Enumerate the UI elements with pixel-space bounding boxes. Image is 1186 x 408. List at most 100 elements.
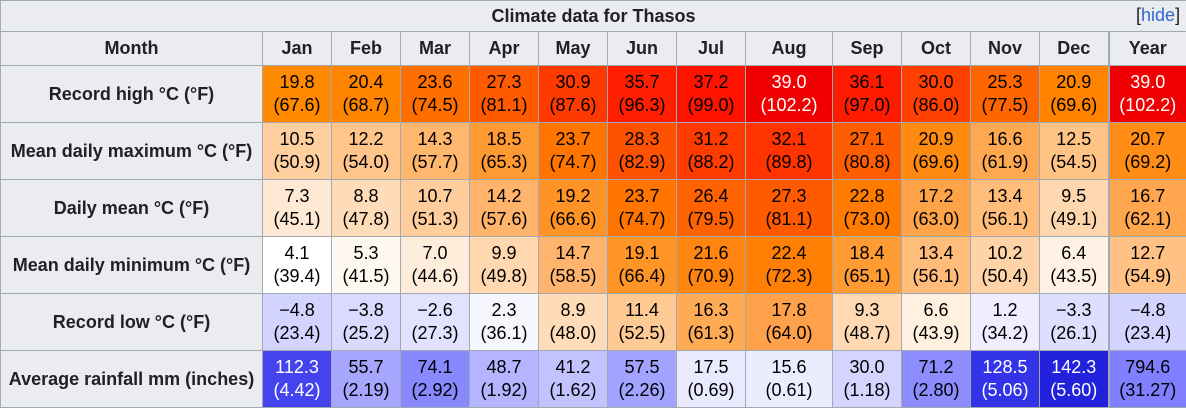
cell-value-celsius: 23.7 [539,128,607,151]
cell-value-celsius: 128.5 [971,356,1039,379]
cell-value-celsius: 16.7 [1110,185,1186,208]
cell-value-secondary: (43.5) [1040,265,1108,288]
cell-value-celsius: 27.1 [833,128,901,151]
cell-daily-mean-sep: 22.8(73.0) [833,180,902,237]
cell-average-rainfall-mar: 74.1(2.92) [401,351,470,408]
cell-value-celsius: 10.2 [971,242,1039,265]
cell-value-secondary: (74.5) [401,94,469,117]
cell-average-rainfall-apr: 48.7(1.92) [470,351,539,408]
row-label-daily-mean: Daily mean °C (°F) [1,180,263,237]
cell-value-celsius: 1.2 [971,299,1039,322]
cell-value-secondary: (1.92) [470,379,538,402]
cell-average-rainfall-aug: 15.6(0.61) [746,351,833,408]
cell-daily-mean-dec: 9.5(49.1) [1040,180,1109,237]
hide-link[interactable]: hide [1141,5,1175,25]
cell-value-celsius: 12.7 [1110,242,1186,265]
cell-value-celsius: 13.4 [902,242,970,265]
cell-mean-daily-min-apr: 9.9(49.8) [470,237,539,294]
cell-mean-daily-max-feb: 12.2(54.0) [332,123,401,180]
cell-value-celsius: 28.3 [608,128,676,151]
cell-value-celsius: 10.7 [401,185,469,208]
cell-value-secondary: (61.9) [971,151,1039,174]
cell-value-celsius: 794.6 [1110,356,1186,379]
cell-value-celsius: 16.3 [677,299,745,322]
cell-value-secondary: (34.2) [971,322,1039,345]
cell-record-high-may: 30.9(87.6) [539,66,608,123]
cell-daily-mean-year: 16.7(62.1) [1109,180,1186,237]
cell-value-celsius: −2.6 [401,299,469,322]
cell-value-celsius: 6.4 [1040,242,1108,265]
cell-record-low-sep: 9.3(48.7) [833,294,902,351]
cell-mean-daily-min-oct: 13.4(56.1) [902,237,971,294]
cell-value-celsius: 12.5 [1040,128,1108,151]
cell-record-high-apr: 27.3(81.1) [470,66,539,123]
cell-mean-daily-max-nov: 16.6(61.9) [971,123,1040,180]
cell-value-secondary: (1.18) [833,379,901,402]
cell-average-rainfall-nov: 128.5(5.06) [971,351,1040,408]
cell-average-rainfall-year: 794.6(31.27) [1109,351,1186,408]
cell-record-low-feb: −3.8(25.2) [332,294,401,351]
header-jun: Jun [608,32,677,66]
cell-value-celsius: 71.2 [902,356,970,379]
cell-value-secondary: (0.61) [746,379,832,402]
cell-value-celsius: 36.1 [833,71,901,94]
table-row-record-low: Record low °C (°F)−4.8(23.4)−3.8(25.2)−2… [1,294,1186,351]
cell-record-low-aug: 17.8(64.0) [746,294,833,351]
cell-mean-daily-min-year: 12.7(54.9) [1109,237,1186,294]
cell-average-rainfall-oct: 71.2(2.80) [902,351,971,408]
caption-row: Climate data for Thasos [hide] [1,1,1186,32]
header-jul: Jul [677,32,746,66]
cell-value-celsius: 23.7 [608,185,676,208]
cell-value-secondary: (67.6) [263,94,331,117]
cell-value-celsius: 55.7 [332,356,400,379]
cell-value-secondary: (54.0) [332,151,400,174]
cell-average-rainfall-jul: 17.5(0.69) [677,351,746,408]
cell-value-celsius: 48.7 [470,356,538,379]
table-body: Record high °C (°F)19.8(67.6)20.4(68.7)2… [1,66,1186,408]
cell-value-celsius: 4.1 [263,242,331,265]
cell-average-rainfall-jun: 57.5(2.26) [608,351,677,408]
hide-toggle[interactable]: [hide] [1136,4,1180,27]
cell-value-celsius: 31.2 [677,128,745,151]
cell-value-celsius: −3.8 [332,299,400,322]
cell-value-secondary: (65.1) [833,265,901,288]
cell-value-celsius: 30.0 [833,356,901,379]
cell-daily-mean-jul: 26.4(79.5) [677,180,746,237]
cell-mean-daily-min-mar: 7.0(44.6) [401,237,470,294]
cell-record-high-mar: 23.6(74.5) [401,66,470,123]
cell-record-high-sep: 36.1(97.0) [833,66,902,123]
cell-record-high-jul: 37.2(99.0) [677,66,746,123]
header-aug: Aug [746,32,833,66]
cell-record-low-may: 8.9(48.0) [539,294,608,351]
cell-mean-daily-min-feb: 5.3(41.5) [332,237,401,294]
cell-value-secondary: (63.0) [902,208,970,231]
cell-value-secondary: (65.3) [470,151,538,174]
cell-value-secondary: (66.6) [539,208,607,231]
cell-value-celsius: 16.6 [971,128,1039,151]
cell-value-celsius: 25.3 [971,71,1039,94]
cell-mean-daily-min-aug: 22.4(72.3) [746,237,833,294]
cell-value-celsius: 22.4 [746,242,832,265]
cell-record-high-year: 39.0(102.2) [1109,66,1186,123]
cell-value-secondary: (56.1) [902,265,970,288]
cell-value-secondary: (79.5) [677,208,745,231]
cell-value-secondary: (36.1) [470,322,538,345]
cell-value-celsius: 17.5 [677,356,745,379]
cell-mean-daily-max-jun: 28.3(82.9) [608,123,677,180]
cell-average-rainfall-may: 41.2(1.62) [539,351,608,408]
cell-value-celsius: 7.0 [401,242,469,265]
cell-value-celsius: 39.0 [746,71,832,94]
cell-value-celsius: −4.8 [263,299,331,322]
cell-mean-daily-min-jun: 19.1(66.4) [608,237,677,294]
cell-value-celsius: 2.3 [470,299,538,322]
header-jan: Jan [263,32,332,66]
cell-value-secondary: (50.9) [263,151,331,174]
cell-record-low-mar: −2.6(27.3) [401,294,470,351]
cell-value-secondary: (64.0) [746,322,832,345]
cell-value-secondary: (41.5) [332,265,400,288]
cell-value-celsius: 17.2 [902,185,970,208]
cell-value-secondary: (66.4) [608,265,676,288]
row-label-average-rainfall: Average rainfall mm (inches) [1,351,263,408]
cell-value-celsius: 13.4 [971,185,1039,208]
